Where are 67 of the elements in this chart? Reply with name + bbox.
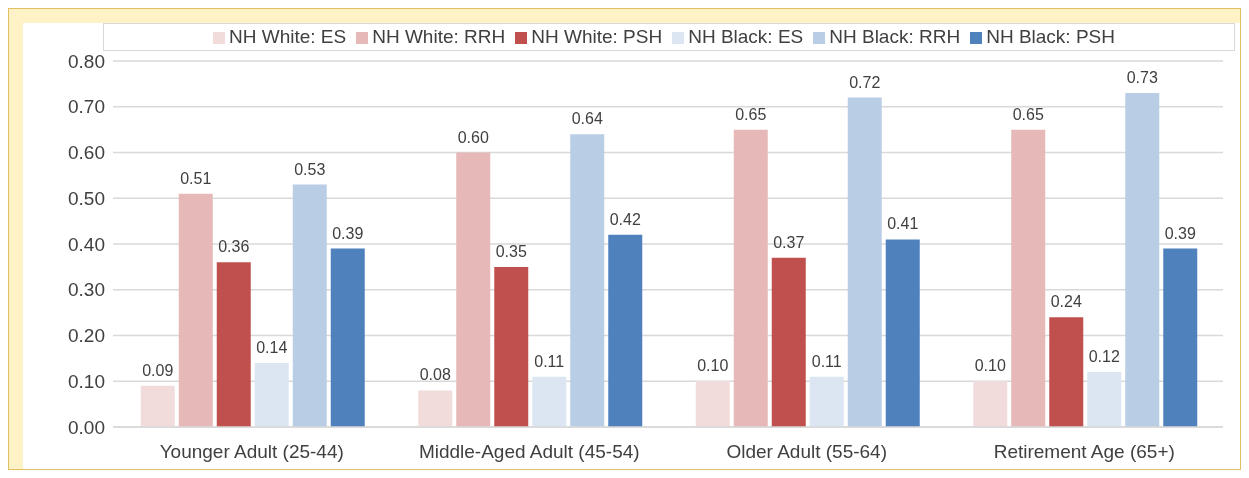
x-tick-label: Middle-Aged Adult (45-54)	[418, 441, 640, 463]
data-label: 0.36	[218, 238, 250, 256]
y-tick-label: 0.40	[68, 233, 105, 255]
data-label: 0.39	[1164, 224, 1196, 242]
data-label: 0.65	[735, 105, 767, 123]
bar	[292, 184, 327, 427]
bar	[885, 239, 920, 427]
data-label: 0.14	[256, 338, 288, 356]
data-label: 0.42	[609, 210, 641, 228]
data-label: 0.72	[849, 73, 881, 91]
bar	[532, 376, 567, 427]
data-label: 0.11	[811, 352, 842, 370]
y-tick-label: 0.20	[68, 325, 105, 347]
y-tick-label: 0.80	[68, 50, 105, 72]
bar	[570, 134, 605, 427]
x-tick-label: Younger Adult (25-44)	[159, 441, 344, 463]
bar	[178, 193, 213, 427]
bar	[456, 152, 491, 427]
y-tick-label: 0.60	[68, 142, 105, 164]
data-label: 0.41	[887, 215, 919, 233]
bar	[330, 248, 365, 427]
data-label: 0.11	[534, 352, 565, 370]
data-label: 0.09	[142, 361, 174, 379]
y-tick-label: 0.50	[68, 187, 105, 209]
bar	[809, 376, 844, 427]
data-label: 0.12	[1088, 348, 1120, 366]
bar	[695, 381, 730, 427]
legend-label: NH White: PSH	[531, 26, 663, 47]
data-label: 0.35	[495, 242, 527, 260]
bar	[973, 381, 1008, 427]
x-tick-label: Retirement Age (65+)	[993, 441, 1175, 463]
data-label: 0.51	[180, 169, 212, 187]
bar	[254, 362, 289, 427]
bar	[140, 385, 175, 427]
data-label: 0.37	[773, 233, 805, 251]
data-label: 0.73	[1126, 69, 1158, 87]
y-tick-label: 0.70	[68, 96, 105, 118]
data-label: 0.60	[457, 128, 489, 146]
bar	[847, 97, 882, 427]
y-tick-label: 0.30	[68, 279, 105, 301]
data-label: 0.53	[294, 160, 326, 178]
data-label: 0.24	[1050, 293, 1082, 311]
data-label: 0.64	[571, 110, 603, 128]
data-label: 0.10	[974, 357, 1006, 375]
legend-label: NH Black: RRH	[829, 26, 961, 47]
bar	[216, 262, 251, 427]
bar	[1049, 317, 1084, 427]
bar	[418, 390, 453, 427]
legend-label: NH White: ES	[229, 26, 347, 47]
bar	[733, 129, 768, 427]
legend-label: NH Black: PSH	[986, 26, 1115, 47]
bar	[1125, 93, 1160, 427]
data-label: 0.65	[1012, 105, 1044, 123]
y-tick-label: 0.00	[68, 416, 105, 438]
legend-label: NH Black: ES	[688, 26, 804, 47]
data-label: 0.39	[332, 224, 364, 242]
y-tick-label: 0.10	[68, 370, 105, 392]
bar	[1087, 372, 1122, 427]
bar	[494, 266, 529, 427]
x-tick-label: Older Adult (55-64)	[726, 441, 888, 463]
data-label: 0.10	[697, 357, 729, 375]
bar	[771, 257, 806, 427]
legend-label: NH White: RRH	[372, 26, 506, 47]
bar	[1011, 129, 1046, 427]
data-label: 0.08	[419, 366, 451, 384]
bar	[608, 234, 643, 427]
bar	[1163, 248, 1198, 427]
